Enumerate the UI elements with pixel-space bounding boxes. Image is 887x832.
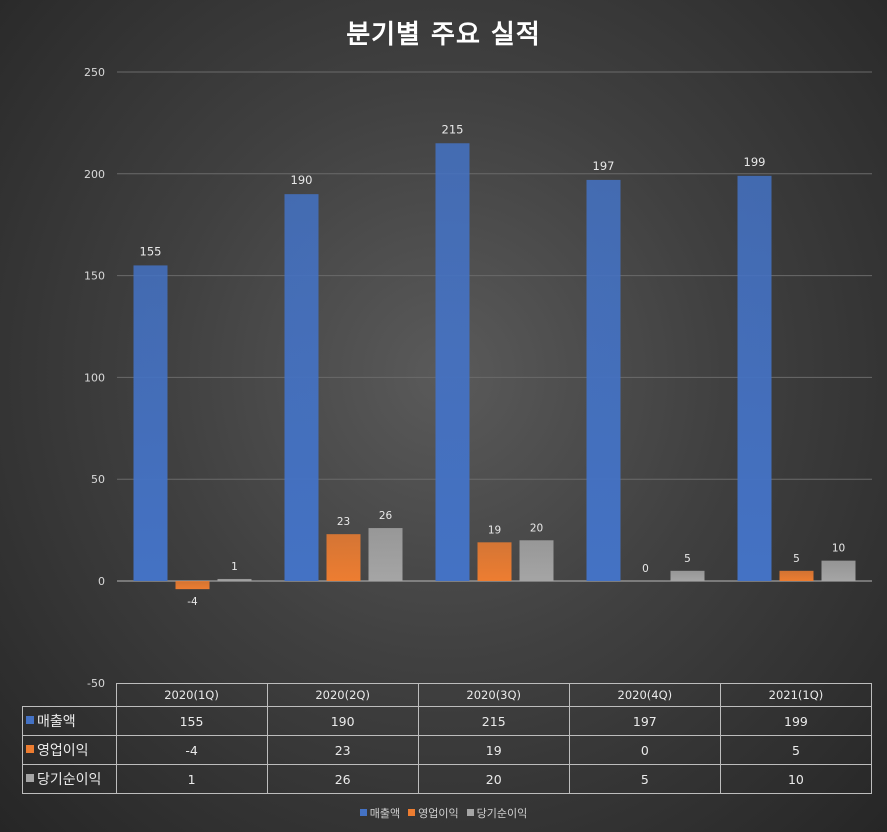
bar-revenue bbox=[133, 265, 168, 581]
data-label: 215 bbox=[442, 122, 464, 136]
series-swatch bbox=[26, 716, 34, 724]
bar-net-income bbox=[821, 560, 856, 581]
data-table: 2020(1Q) 2020(2Q) 2020(3Q) 2020(4Q) 2021(1Q)… bbox=[22, 683, 873, 794]
data-label: 155 bbox=[140, 244, 162, 258]
table-cell: 0 bbox=[568, 735, 721, 765]
bar-net-income bbox=[670, 570, 705, 581]
table-category-header: 2020(4Q) bbox=[568, 683, 721, 707]
legend-item: 당기순이익 bbox=[466, 805, 528, 821]
data-label: 0 bbox=[642, 563, 649, 575]
series-swatch bbox=[26, 774, 34, 782]
table-cell: 20 bbox=[417, 764, 570, 794]
data-label: 199 bbox=[744, 155, 766, 169]
table-category-header: 2020(1Q) bbox=[115, 683, 268, 707]
table-category-header: 2020(3Q) bbox=[417, 683, 570, 707]
y-tick-label: -50 bbox=[87, 677, 105, 690]
table-cell: 197 bbox=[568, 706, 721, 736]
table-cell: 5 bbox=[568, 764, 721, 794]
legend-item: 매출액 bbox=[359, 805, 401, 821]
legend-label: 매출액 bbox=[369, 807, 401, 820]
table-series-name: 매출액 bbox=[22, 706, 117, 736]
table-cell: -4 bbox=[115, 735, 268, 765]
table-cell: 155 bbox=[115, 706, 268, 736]
data-label: 5 bbox=[793, 553, 800, 565]
table-row: 영업이익 -4 23 19 0 5 bbox=[22, 735, 873, 765]
bar-operating-profit bbox=[477, 542, 512, 581]
chart-legend: 매출액 영업이익 당기순이익 bbox=[0, 805, 887, 821]
legend-label: 영업이익 bbox=[418, 807, 459, 820]
legend-swatch bbox=[359, 809, 367, 816]
y-tick-label: 250 bbox=[84, 66, 105, 79]
table-category-header: 2020(2Q) bbox=[266, 683, 419, 707]
table-cell: 10 bbox=[719, 764, 873, 794]
legend-label: 당기순이익 bbox=[476, 807, 528, 820]
table-series-name: 당기순이익 bbox=[22, 764, 117, 794]
bar-revenue bbox=[586, 179, 621, 581]
table-cell: 190 bbox=[266, 706, 419, 736]
bar-net-income bbox=[217, 578, 252, 581]
table-cell: 215 bbox=[417, 706, 570, 736]
legend-swatch bbox=[408, 809, 416, 816]
legend-item: 영업이익 bbox=[408, 805, 459, 821]
data-label: 19 bbox=[488, 524, 501, 536]
data-label: 197 bbox=[593, 159, 615, 173]
chart-title: 분기별 주요 실적 bbox=[346, 20, 541, 50]
data-label: 1 bbox=[231, 561, 238, 573]
data-label: 10 bbox=[832, 543, 845, 555]
table-header-row: 2020(1Q) 2020(2Q) 2020(3Q) 2020(4Q) 2021(1Q) bbox=[23, 683, 873, 707]
legend-swatch bbox=[466, 809, 474, 816]
data-label: -4 bbox=[187, 596, 198, 608]
table-cell: 26 bbox=[266, 764, 419, 794]
data-label: 23 bbox=[337, 516, 350, 528]
table-row: 당기순이익 1 26 20 5 10 bbox=[22, 764, 873, 794]
table-series-name: 영업이익 bbox=[22, 735, 117, 765]
bar-revenue bbox=[435, 143, 470, 581]
table-row: 매출액 155 190 215 197 199 bbox=[22, 706, 873, 736]
table-cell: 1 bbox=[115, 764, 268, 794]
series-name: 당기순이익 bbox=[37, 772, 102, 788]
y-tick-label: 50 bbox=[91, 473, 105, 486]
bar-operating-profit bbox=[175, 581, 210, 590]
y-tick-label: 100 bbox=[84, 371, 105, 384]
bar-operating-profit bbox=[326, 534, 361, 581]
data-label: 5 bbox=[684, 553, 691, 565]
y-tick-label: 150 bbox=[84, 270, 105, 283]
table-cell: 199 bbox=[719, 706, 873, 736]
series-swatch bbox=[26, 745, 34, 753]
data-label: 20 bbox=[530, 522, 543, 534]
bar-net-income bbox=[368, 528, 403, 581]
bar-net-income bbox=[519, 540, 554, 581]
y-tick-label: 200 bbox=[84, 168, 105, 181]
series-name: 영업이익 bbox=[37, 743, 89, 759]
bar-operating-profit bbox=[779, 570, 814, 581]
bar-revenue bbox=[284, 194, 319, 581]
data-label: 190 bbox=[291, 173, 313, 187]
table-cell: 19 bbox=[417, 735, 570, 765]
table-corner bbox=[23, 684, 117, 707]
table-cell: 5 bbox=[719, 735, 873, 765]
bar-revenue bbox=[737, 175, 772, 581]
series-name: 매출액 bbox=[37, 714, 76, 730]
data-label: 26 bbox=[379, 510, 393, 522]
table-category-header: 2021(1Q) bbox=[719, 683, 873, 707]
y-tick-label: 0 bbox=[98, 575, 105, 588]
table-cell: 23 bbox=[266, 735, 419, 765]
